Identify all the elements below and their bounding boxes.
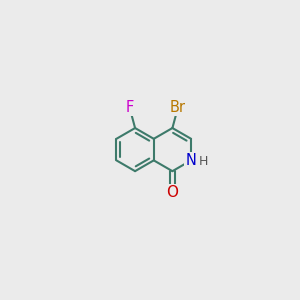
Text: N: N (186, 153, 196, 168)
Text: Br: Br (170, 100, 186, 115)
Text: H: H (199, 154, 208, 168)
Text: F: F (125, 100, 134, 115)
Text: O: O (167, 185, 178, 200)
